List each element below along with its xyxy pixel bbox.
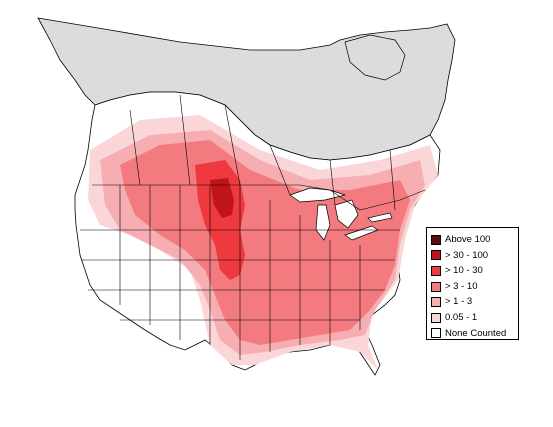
legend-swatch bbox=[431, 234, 441, 245]
abundance-layers bbox=[88, 115, 438, 370]
lake-superior bbox=[289, 187, 347, 203]
political-borders bbox=[80, 94, 426, 360]
legend-item: > 30 - 100 bbox=[431, 248, 515, 264]
lake-huron bbox=[334, 199, 359, 229]
legend-item: None Counted bbox=[431, 326, 515, 342]
abundance-band-10-30 bbox=[195, 160, 245, 280]
legend-label: > 3 - 10 bbox=[445, 280, 478, 292]
legend-label: Above 100 bbox=[445, 234, 491, 246]
abundance-band-30-100 bbox=[210, 178, 234, 218]
legend-label: 0.05 - 1 bbox=[445, 312, 478, 324]
legend-label: None Counted bbox=[445, 327, 507, 339]
legend-label: > 10 - 30 bbox=[445, 265, 483, 277]
border-line bbox=[389, 149, 396, 211]
legend-item: > 10 - 30 bbox=[431, 263, 515, 279]
border-line bbox=[269, 144, 291, 196]
legend-swatch bbox=[431, 328, 441, 339]
legend-swatch bbox=[431, 312, 441, 323]
legend-swatch bbox=[431, 250, 441, 261]
great-lakes bbox=[289, 187, 393, 241]
border-line bbox=[129, 109, 141, 186]
legend-swatch bbox=[431, 265, 441, 276]
lake-ontario bbox=[367, 212, 393, 223]
lake-michigan bbox=[315, 204, 331, 241]
legend-item: 0.05 - 1 bbox=[431, 310, 515, 326]
legend-item: Above 100 bbox=[431, 232, 515, 248]
border-line bbox=[224, 104, 241, 186]
legend-swatch bbox=[431, 297, 441, 308]
us-canada-border bbox=[92, 184, 426, 211]
northeast-islands bbox=[344, 34, 406, 81]
legend: Above 100 > 30 - 100 > 10 - 30 > 3 - 10 … bbox=[426, 227, 519, 340]
legend-item: > 3 - 10 bbox=[431, 279, 515, 295]
legend-item: > 1 - 3 bbox=[431, 294, 515, 310]
legend-swatch bbox=[431, 281, 441, 292]
abundance-band-3-10 bbox=[120, 140, 410, 345]
border-line bbox=[329, 159, 336, 206]
legend-label: > 30 - 100 bbox=[445, 249, 489, 261]
border-line bbox=[179, 94, 191, 186]
legend-label: > 1 - 3 bbox=[445, 296, 473, 308]
